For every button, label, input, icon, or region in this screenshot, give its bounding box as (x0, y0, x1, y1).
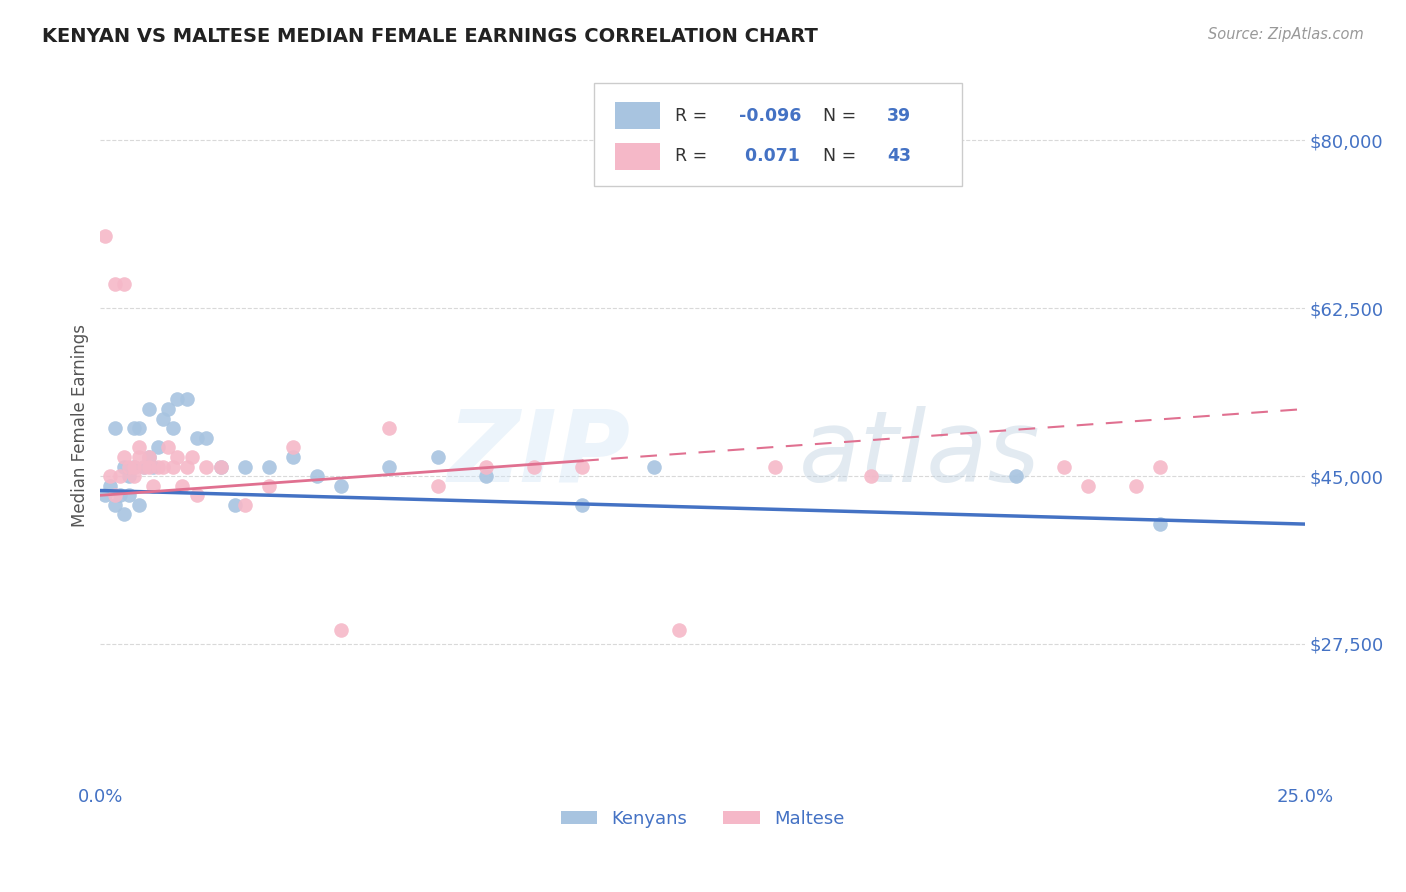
Point (426, 450, 449, 464)
Point (281, 441, 304, 455)
Text: Source: ZipAtlas.com: Source: ZipAtlas.com (1208, 27, 1364, 42)
Point (118, 469, 141, 483)
Point (257, 479, 280, 493)
Point (307, 469, 329, 483)
Point (180, 450, 202, 464)
Point (122, 421, 145, 435)
Point (152, 459, 174, 474)
Point (162, 421, 184, 435)
Point (128, 498, 150, 512)
Point (378, 421, 401, 435)
Point (162, 459, 184, 474)
Point (94, 488, 117, 502)
Point (122, 459, 145, 474)
Point (195, 459, 218, 474)
Point (176, 459, 198, 474)
Text: -0.096: -0.096 (738, 107, 801, 125)
Text: 39: 39 (887, 107, 911, 125)
Point (1125, 479, 1147, 493)
Point (1004, 469, 1026, 483)
Point (186, 488, 208, 502)
Point (98, 479, 121, 493)
FancyBboxPatch shape (614, 102, 661, 129)
FancyBboxPatch shape (595, 83, 962, 186)
Point (146, 441, 169, 455)
FancyBboxPatch shape (614, 143, 661, 170)
Point (128, 450, 150, 464)
Point (668, 623, 690, 637)
Point (138, 402, 160, 417)
Point (104, 488, 127, 502)
Point (138, 450, 160, 464)
Point (1149, 459, 1171, 474)
Point (94, 229, 117, 244)
Legend: Kenyans, Maltese: Kenyans, Maltese (554, 802, 852, 835)
Point (257, 459, 280, 474)
Point (118, 488, 141, 502)
Point (643, 459, 665, 474)
Point (860, 469, 883, 483)
Point (166, 450, 188, 464)
Text: 43: 43 (887, 147, 911, 165)
Text: N =: N = (823, 147, 856, 165)
Point (152, 411, 174, 425)
Point (166, 392, 188, 407)
Point (122, 459, 145, 474)
Point (1077, 479, 1099, 493)
Point (128, 441, 150, 455)
Point (281, 450, 304, 464)
Point (108, 469, 131, 483)
Text: N =: N = (823, 107, 856, 125)
Point (209, 459, 232, 474)
Point (98, 469, 121, 483)
Point (233, 459, 256, 474)
Text: atlas: atlas (799, 406, 1040, 503)
Point (1053, 459, 1076, 474)
Point (142, 479, 165, 493)
Point (209, 459, 232, 474)
Point (114, 450, 136, 464)
Point (186, 431, 208, 445)
Point (138, 459, 160, 474)
Point (571, 459, 593, 474)
Point (330, 479, 353, 493)
Point (156, 402, 179, 417)
Point (523, 459, 546, 474)
Point (104, 421, 127, 435)
Point (571, 498, 593, 512)
Point (146, 459, 169, 474)
Text: R =: R = (675, 147, 707, 165)
Point (233, 498, 256, 512)
Point (114, 508, 136, 522)
Text: 0.071: 0.071 (738, 147, 800, 165)
Point (122, 469, 145, 483)
Point (114, 277, 136, 292)
Point (426, 479, 449, 493)
Point (108, 488, 131, 502)
Point (176, 392, 198, 407)
Point (156, 441, 179, 455)
Point (1149, 517, 1171, 532)
Point (132, 459, 155, 474)
Point (224, 498, 246, 512)
Point (378, 459, 401, 474)
Text: KENYAN VS MALTESE MEDIAN FEMALE EARNINGS CORRELATION CHART: KENYAN VS MALTESE MEDIAN FEMALE EARNINGS… (42, 27, 818, 45)
Point (763, 459, 786, 474)
Point (114, 459, 136, 474)
Y-axis label: Median Female Earnings: Median Female Earnings (72, 325, 89, 527)
Text: ZIP: ZIP (447, 406, 630, 503)
Point (128, 421, 150, 435)
Text: R =: R = (675, 107, 707, 125)
Point (172, 479, 194, 493)
Point (118, 459, 141, 474)
Point (138, 450, 160, 464)
Point (132, 459, 155, 474)
Point (330, 623, 353, 637)
Point (104, 277, 127, 292)
Point (195, 431, 218, 445)
Point (104, 498, 127, 512)
Point (475, 469, 498, 483)
Point (142, 459, 165, 474)
Point (475, 459, 498, 474)
